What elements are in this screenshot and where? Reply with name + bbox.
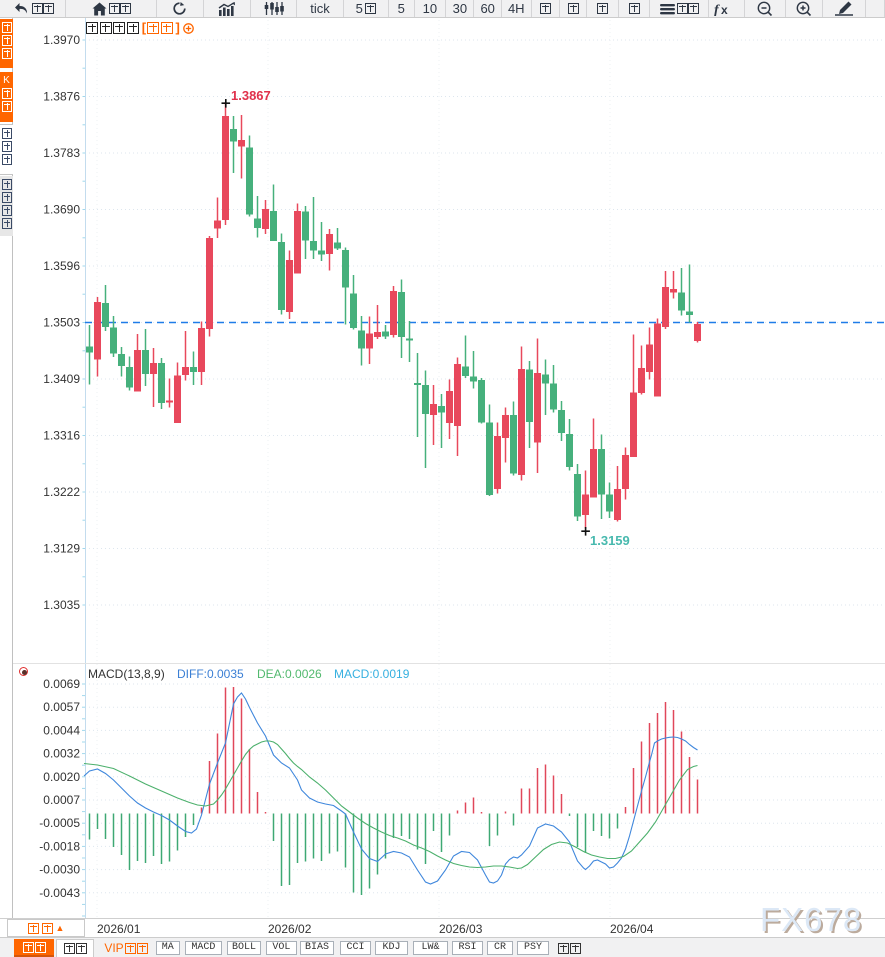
svg-text:0.0069: 0.0069 (43, 677, 80, 691)
svg-text:DIFF:0.0035: DIFF:0.0035 (177, 667, 244, 681)
svg-text:MACD(13,8,9): MACD(13,8,9) (88, 667, 165, 681)
svg-text:-0.0018: -0.0018 (39, 839, 80, 853)
svg-text:1.3316: 1.3316 (43, 429, 80, 443)
svg-text:1.3867: 1.3867 (231, 88, 271, 103)
svg-text:1.3222: 1.3222 (43, 485, 80, 499)
svg-text:1.3035: 1.3035 (43, 598, 80, 612)
svg-text:1.3690: 1.3690 (43, 203, 80, 217)
svg-text:1.3596: 1.3596 (43, 259, 80, 273)
svg-text:DEA:0.0026: DEA:0.0026 (257, 667, 322, 681)
svg-text:MACD:0.0019: MACD:0.0019 (334, 667, 410, 681)
svg-text:1.3409: 1.3409 (43, 372, 80, 386)
svg-text:-0.0043: -0.0043 (39, 886, 80, 900)
svg-text:1.3129: 1.3129 (43, 542, 80, 556)
svg-text:0.0044: 0.0044 (43, 723, 80, 737)
svg-text:-0.0030: -0.0030 (39, 863, 80, 877)
svg-text:1.3503: 1.3503 (43, 316, 80, 330)
svg-text:1.3159: 1.3159 (590, 533, 630, 548)
svg-text:1.3783: 1.3783 (43, 146, 80, 160)
svg-text:0.0057: 0.0057 (43, 700, 80, 714)
svg-text:1.3970: 1.3970 (43, 33, 80, 47)
svg-text:-0.0005: -0.0005 (39, 816, 80, 830)
svg-text:x: x (721, 3, 728, 16)
svg-text:0.0020: 0.0020 (43, 770, 80, 784)
svg-text:1.3876: 1.3876 (43, 90, 80, 104)
svg-text:0.0007: 0.0007 (43, 793, 80, 807)
svg-text:f: f (714, 3, 720, 16)
svg-text:0.0032: 0.0032 (43, 747, 80, 761)
